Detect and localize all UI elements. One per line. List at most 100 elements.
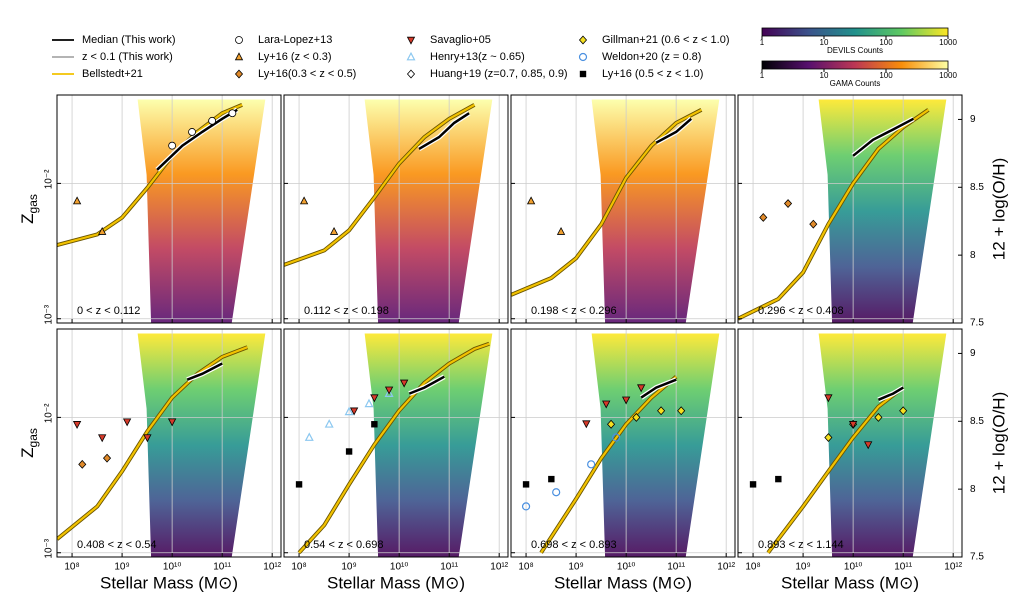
marker	[526, 196, 536, 205]
marker	[582, 420, 591, 429]
line	[877, 386, 904, 401]
y-tick-label: 10⁻³	[44, 538, 55, 558]
panel-label: 0 < z < 0.112	[77, 305, 140, 317]
line	[655, 117, 693, 144]
legend-marker	[234, 52, 244, 61]
y2-axis-label: 12 + log(O/H)	[989, 392, 1008, 495]
x-tick-label: 10¹⁰	[617, 562, 635, 573]
legend-marker	[406, 51, 416, 61]
y-axis-label-sub: gas	[26, 428, 40, 447]
marker	[98, 226, 107, 235]
x-tick-label: 10⁸	[291, 562, 306, 573]
x-tick-label: 10¹⁰	[844, 562, 862, 573]
legend-label: Ly+16 (z < 0.3)	[258, 51, 332, 63]
marker	[188, 128, 196, 136]
line	[540, 375, 677, 554]
x-tick-label: 10¹²	[490, 562, 508, 573]
panel-label: 0.698 < z < 0.893	[531, 539, 617, 551]
legend-label: Lara-Lopez+13	[258, 34, 332, 46]
x-tick-label: 10¹⁰	[390, 562, 408, 573]
panel	[284, 329, 508, 557]
marker	[122, 418, 132, 427]
panel-label: 0.296 < z < 0.408	[758, 305, 844, 317]
colorbar-tick-label: 1	[760, 71, 765, 80]
x-tick-label: 10¹¹	[213, 562, 231, 573]
marker	[824, 394, 833, 403]
legend-label: z < 0.1 (This work)	[82, 51, 173, 63]
x-tick-label: 10¹²	[717, 562, 735, 573]
marker	[228, 109, 237, 118]
panel	[738, 95, 962, 323]
y-axis-label: Zgas	[18, 194, 40, 224]
x-tick-label: 10¹¹	[667, 562, 685, 573]
marker	[399, 379, 409, 388]
line	[298, 342, 490, 554]
marker	[522, 481, 530, 488]
marker	[621, 396, 631, 405]
line	[156, 108, 238, 171]
marker	[78, 459, 87, 469]
x-tick-label: 10⁸	[64, 562, 79, 573]
y2-tick-label: 8.5	[970, 182, 984, 193]
x-tick-label: 10¹¹	[894, 562, 912, 573]
line	[767, 386, 904, 554]
marker	[848, 421, 858, 429]
y2-tick-label: 8	[970, 250, 976, 261]
x-tick-label: 10⁹	[341, 562, 356, 573]
panel	[284, 95, 508, 323]
line	[511, 108, 702, 296]
marker	[749, 481, 757, 488]
y-tick-label: 10⁻²	[44, 169, 55, 189]
line	[284, 103, 475, 266]
y-tick-label: 10⁻²	[44, 403, 55, 423]
density-region	[818, 99, 947, 323]
legend-label: Henry+13(z ~ 0.65)	[430, 51, 525, 63]
marker	[344, 406, 354, 416]
line	[640, 378, 677, 399]
y2-tick-label: 9	[970, 348, 976, 359]
colorbar-tick-label: 10	[820, 38, 829, 47]
marker	[556, 226, 566, 235]
panel	[57, 329, 281, 557]
legend-label: Ly+16(0.3 < z < 0.5)	[258, 68, 356, 80]
legend-label: Ly+16 (0.5 < z < 1.0)	[602, 68, 703, 80]
marker	[783, 199, 793, 208]
colorbar	[761, 27, 949, 37]
marker	[370, 394, 379, 403]
colorbar-label: DEVILS Counts	[827, 46, 883, 55]
marker	[874, 412, 883, 422]
marker	[102, 453, 112, 463]
x-tick-label: 10¹⁰	[163, 562, 181, 573]
x-tick-label: 10¹²	[263, 562, 281, 573]
marker	[299, 196, 309, 205]
marker	[324, 419, 334, 428]
marker	[349, 407, 359, 416]
x-axis-label: Stellar Mass (M⊙)	[100, 573, 238, 592]
legend-marker	[579, 70, 587, 78]
y2-tick-label: 7.5	[970, 318, 984, 329]
density-region	[591, 99, 720, 323]
legend-label: Weldon+20 (z = 0.8)	[602, 51, 701, 63]
y-axis-label: Zgas	[18, 428, 40, 458]
panel-frame	[737, 94, 963, 324]
line	[186, 362, 223, 381]
marker	[657, 406, 666, 416]
marker	[809, 219, 818, 229]
marker	[371, 421, 378, 428]
panel-label: 0.112 < z < 0.198	[304, 305, 389, 317]
marker	[587, 460, 596, 469]
marker	[345, 448, 353, 455]
marker	[607, 419, 616, 429]
legend-marker	[234, 69, 244, 79]
marker	[143, 434, 152, 443]
panel-label: 0.198 < z < 0.296	[531, 305, 617, 317]
panel	[738, 329, 962, 557]
y2-tick-label: 8	[970, 484, 976, 495]
x-tick-label: 10⁹	[795, 562, 810, 573]
line	[852, 117, 914, 157]
y-axis-label-main: Z	[18, 447, 37, 457]
marker	[72, 421, 82, 429]
legend-label: Savaglio+05	[430, 34, 491, 46]
legend-marker	[235, 36, 243, 44]
